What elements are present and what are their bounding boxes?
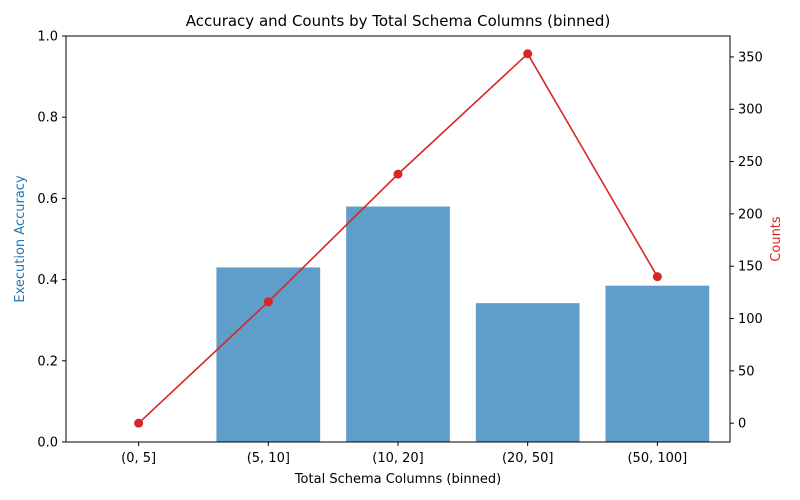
- x-tick-label-1: (5, 10]: [247, 451, 290, 466]
- x-tick-label-2: (10, 20]: [372, 451, 424, 466]
- y-left-tick-label-4: 0.8: [37, 111, 58, 126]
- x-axis-label: Total Schema Columns (binned): [294, 472, 501, 487]
- y-right-tick-label-3: 150: [738, 260, 763, 275]
- count-point-1: [263, 297, 273, 307]
- x-tick-label-3: (20, 50]: [502, 451, 554, 466]
- line-layer: [134, 49, 662, 428]
- y-left-tick-label-2: 0.4: [37, 273, 58, 288]
- x-tick-label-4: (50, 100]: [627, 451, 687, 466]
- y-right-tick-label-0: 0: [738, 417, 746, 432]
- y-left-tick-label-0: 0.0: [37, 436, 58, 451]
- x-tick-label-0: (0, 5]: [121, 451, 156, 466]
- count-point-2: [393, 169, 403, 179]
- bar-1: [216, 267, 321, 442]
- y-axis-right: 0 50 100 150 200 250 300 350: [730, 50, 763, 432]
- y-right-tick-label-2: 100: [738, 312, 763, 327]
- y-axis-left: 0.0 0.2 0.4 0.6 0.8 1.0: [37, 30, 66, 451]
- bar-4: [605, 285, 710, 442]
- x-axis: (0, 5] (5, 10] (10, 20] (20, 50] (50, 100]: [121, 442, 687, 466]
- count-point-0: [134, 418, 144, 428]
- y-right-tick-label-7: 350: [738, 50, 763, 65]
- bar-3: [475, 303, 580, 442]
- y-axis-left-label: Execution Accuracy: [13, 175, 28, 303]
- bar-2: [346, 206, 450, 442]
- y-left-tick-label-3: 0.6: [37, 192, 58, 207]
- y-right-tick-label-1: 50: [738, 364, 755, 379]
- y-axis-right-label: Counts: [769, 216, 784, 262]
- count-point-3: [523, 49, 533, 59]
- y-right-tick-label-4: 200: [738, 207, 763, 222]
- chart-title: Accuracy and Counts by Total Schema Colu…: [186, 12, 611, 30]
- y-right-tick-label-5: 250: [738, 155, 763, 170]
- y-left-tick-label-1: 0.2: [37, 354, 58, 369]
- y-left-tick-label-5: 1.0: [37, 30, 58, 45]
- count-point-4: [652, 272, 662, 282]
- y-right-tick-label-6: 300: [738, 103, 763, 118]
- bars-layer: [216, 206, 710, 442]
